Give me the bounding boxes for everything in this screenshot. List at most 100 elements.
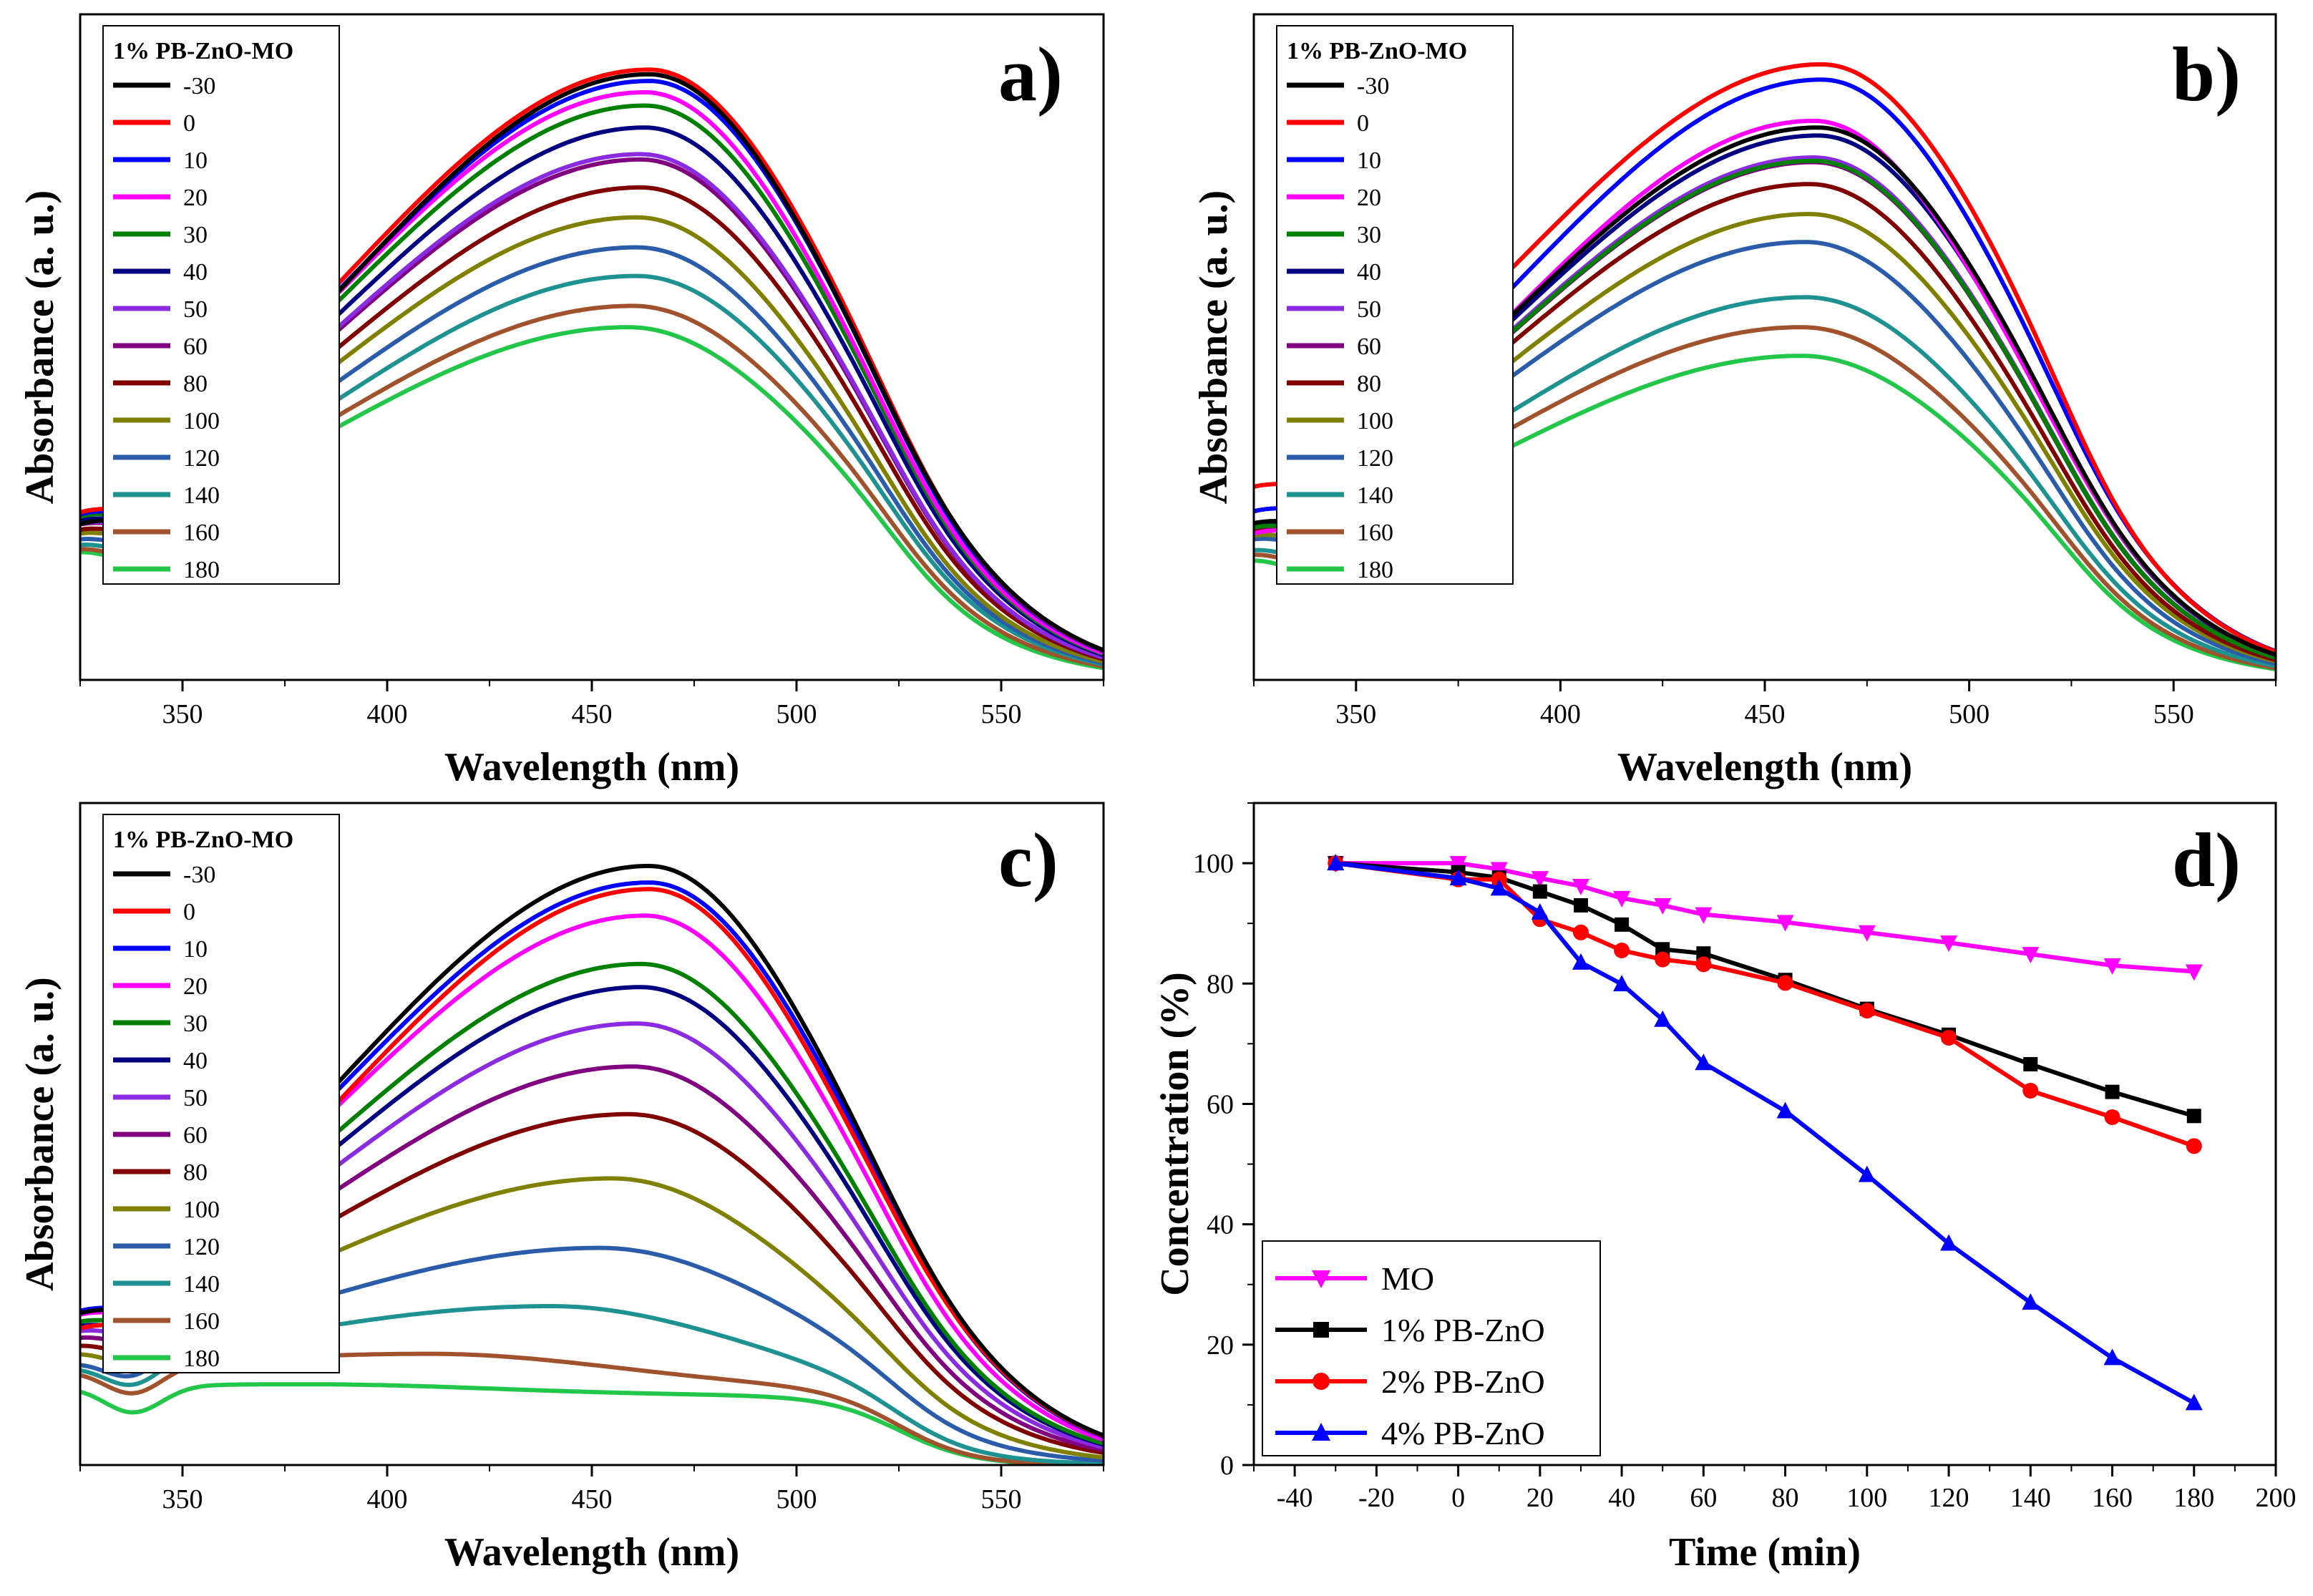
x-tick-label: -20 bbox=[1358, 1483, 1395, 1513]
x-tick-label: 500 bbox=[776, 699, 817, 729]
x-tick-label: 400 bbox=[1540, 699, 1581, 729]
x-tick-label: 450 bbox=[1745, 699, 1786, 729]
y-tick-label: 80 bbox=[1207, 969, 1234, 999]
x-tick-label: 180 bbox=[2173, 1483, 2214, 1513]
x-tick-label: 100 bbox=[1846, 1483, 1887, 1513]
x-tick-label: 40 bbox=[1608, 1483, 1635, 1513]
legend-label--30: -30 bbox=[183, 73, 215, 99]
legend-label-60: 60 bbox=[183, 1122, 208, 1149]
data-point bbox=[1654, 897, 1672, 915]
legend-label-0: 0 bbox=[183, 899, 195, 925]
legend: 1% PB-ZnO-MO -30 0 10 20 30 40 50 60 80 100 120 140 1… bbox=[102, 25, 340, 585]
data-point bbox=[2022, 947, 2040, 964]
x-tick-label: 500 bbox=[776, 1484, 817, 1514]
x-tick-label: 550 bbox=[981, 699, 1022, 729]
legend-label-180: 180 bbox=[183, 1346, 220, 1372]
data-point bbox=[1614, 943, 1630, 959]
data-point bbox=[1695, 1054, 1713, 1071]
data-point bbox=[1940, 1234, 1958, 1251]
data-point bbox=[1654, 1010, 1672, 1027]
legend-marker bbox=[1312, 1270, 1330, 1288]
data-point bbox=[1776, 1101, 1794, 1119]
data-point bbox=[1777, 975, 1793, 991]
panel-label: b) bbox=[2172, 32, 2241, 117]
data-point bbox=[1531, 903, 1549, 920]
data-point bbox=[1858, 1165, 1876, 1182]
data-point bbox=[1573, 897, 1588, 913]
legend-label-60: 60 bbox=[1357, 334, 1381, 360]
legend-label-50: 50 bbox=[183, 296, 208, 323]
x-tick-label: 400 bbox=[367, 1484, 408, 1514]
x-tick-label: 350 bbox=[162, 1484, 203, 1514]
legend-label-10: 10 bbox=[183, 147, 208, 174]
legend-label-30: 30 bbox=[1357, 222, 1381, 248]
legend-marker bbox=[1312, 1423, 1330, 1441]
legend-label-20: 20 bbox=[183, 185, 208, 211]
x-tick-label: 140 bbox=[2010, 1483, 2051, 1513]
x-tick-label: 350 bbox=[162, 699, 203, 729]
data-point bbox=[1858, 925, 1876, 942]
x-tick-label: -40 bbox=[1277, 1483, 1313, 1513]
data-point bbox=[1940, 935, 1958, 953]
data-point bbox=[2104, 1109, 2120, 1125]
data-point bbox=[1490, 862, 1508, 879]
data-point bbox=[1776, 915, 1794, 932]
data-point bbox=[1532, 884, 1547, 899]
x-axis-title: Wavelength (nm) bbox=[444, 745, 739, 789]
legend-label: 2% PB-ZnO bbox=[1381, 1363, 1545, 1400]
legend-label-120: 120 bbox=[183, 445, 220, 472]
data-point bbox=[1695, 907, 1713, 924]
data-point bbox=[2023, 1056, 2038, 1071]
panel-label: c) bbox=[998, 818, 1058, 903]
data-point bbox=[2105, 1084, 2120, 1099]
legend-label-140: 140 bbox=[183, 482, 220, 509]
panel-label: a) bbox=[998, 32, 1063, 117]
legend-label-100: 100 bbox=[183, 1197, 220, 1223]
legend-label-140: 140 bbox=[183, 1271, 220, 1298]
legend-label-50: 50 bbox=[1357, 296, 1381, 323]
x-axis-title: Wavelength (nm) bbox=[444, 1530, 739, 1575]
data-point bbox=[1572, 879, 1589, 896]
data-point bbox=[1572, 924, 1589, 940]
x-axis-title: Time (min) bbox=[1669, 1530, 1861, 1575]
legend-label-20: 20 bbox=[183, 973, 208, 1000]
data-point bbox=[1941, 1029, 1957, 1046]
data-point bbox=[1327, 854, 1345, 871]
y-axis-title: Absorbance (a. u.) bbox=[18, 190, 62, 505]
x-tick-label: 500 bbox=[1949, 699, 1990, 729]
x-axis-title: Wavelength (nm) bbox=[1617, 745, 1912, 789]
x-tick-label: 450 bbox=[572, 699, 613, 729]
y-tick-label: 40 bbox=[1207, 1210, 1234, 1240]
legend-label-30: 30 bbox=[183, 222, 208, 248]
y-tick-label: 0 bbox=[1220, 1451, 1234, 1481]
legend-label-180: 180 bbox=[183, 557, 220, 583]
data-point bbox=[1449, 856, 1467, 873]
data-point bbox=[2103, 958, 2121, 975]
legend-label-160: 160 bbox=[183, 520, 220, 546]
x-tick-label: 0 bbox=[1451, 1483, 1465, 1513]
legend-title: 1% PB-ZnO-MO bbox=[113, 827, 293, 853]
legend-label-80: 80 bbox=[183, 1159, 208, 1186]
data-point bbox=[2022, 1293, 2040, 1310]
y-tick-label: 60 bbox=[1207, 1089, 1234, 1119]
legend-label-60: 60 bbox=[183, 334, 208, 360]
legend-label-120: 120 bbox=[1357, 445, 1393, 472]
data-point bbox=[2185, 964, 2203, 981]
legend: MO 1% PB-ZnO 2% PB-ZnO 4% PB-ZnO bbox=[1262, 1240, 1601, 1456]
legend-label-0: 0 bbox=[183, 110, 195, 137]
panel-d: -40 -20 0 20 40 60 80 100 120 140 160 180 200 0 20 40 60… bbox=[1153, 802, 2297, 1575]
legend-label-100: 100 bbox=[1357, 408, 1393, 434]
data-point bbox=[1859, 1003, 1875, 1019]
data-point bbox=[1695, 956, 1712, 973]
legend-label-50: 50 bbox=[183, 1085, 208, 1111]
legend-label: MO bbox=[1381, 1260, 1434, 1297]
legend-label: 4% PB-ZnO bbox=[1381, 1415, 1545, 1451]
data-point bbox=[1572, 953, 1589, 970]
legend-label-80: 80 bbox=[1357, 371, 1381, 397]
legend-box bbox=[102, 25, 340, 585]
legend-label-40: 40 bbox=[183, 259, 208, 286]
